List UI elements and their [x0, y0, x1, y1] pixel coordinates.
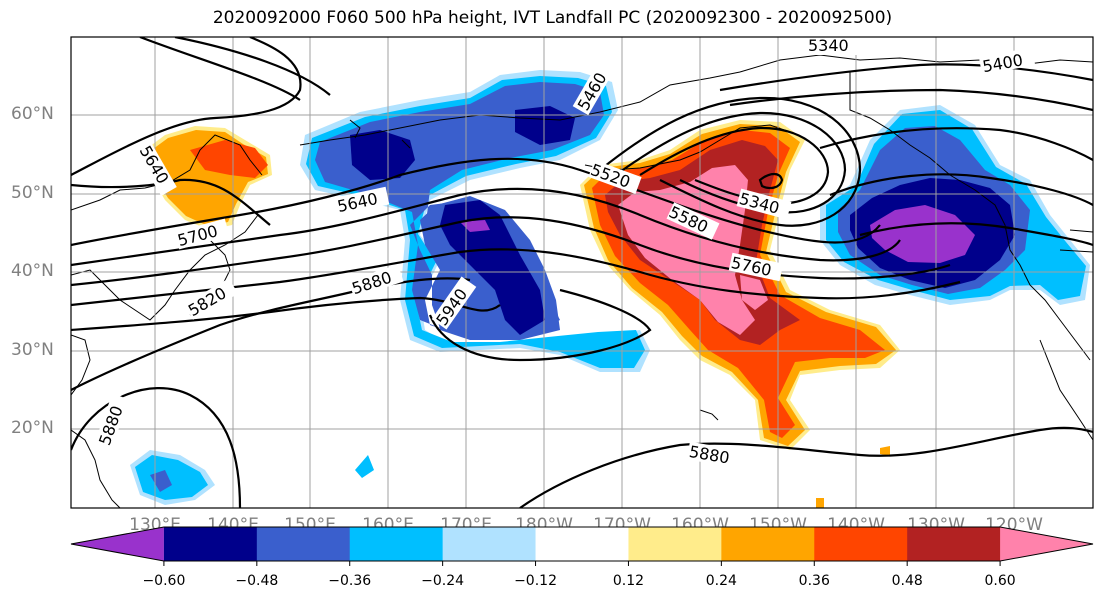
lon-label: 150°W	[749, 515, 807, 535]
lon-label: 160°E	[362, 515, 414, 535]
map-frame	[70, 36, 1094, 509]
lon-label: 160°W	[671, 515, 729, 535]
lon-label: 150°E	[284, 515, 336, 535]
map-title: 2020092000 F060 500 hPa height, IVT Land…	[212, 8, 893, 28]
contour-labels: 5340 5400 5460 5520 5580 5640 5640 5700 …	[94, 36, 1036, 469]
gridlines	[71, 37, 1093, 508]
ivt-negative-shading-east	[820, 105, 1090, 305]
lon-label: 170°W	[593, 515, 651, 535]
ivt-negative-shading-west	[130, 450, 374, 505]
colorbar-tick-label: 0.48	[891, 573, 923, 589]
height-contours	[71, 37, 1093, 508]
lon-label: 120°W	[985, 515, 1043, 535]
colorbar-tick-label: 0.12	[612, 573, 645, 589]
lon-label: 170°E	[440, 515, 492, 535]
lon-label: 140°W	[827, 515, 885, 535]
lon-label: 180°W	[515, 515, 573, 535]
lat-label: 40°N	[11, 261, 54, 281]
colorbar-tick-label: 0.36	[798, 573, 830, 589]
colorbar-tick-label: 0.60	[984, 573, 1016, 589]
lon-label: 130°E	[129, 515, 181, 535]
lat-label: 30°N	[11, 340, 54, 360]
colorbar-tick-label: −0.48	[235, 573, 279, 589]
lat-label: 20°N	[11, 418, 54, 438]
colorbar-tick-label: 0.24	[705, 573, 737, 589]
contour-label: 5340	[808, 36, 849, 55]
lon-label: 140°E	[207, 515, 259, 535]
colorbar-tick-label: −0.36	[328, 573, 372, 589]
ivt-positive-shading-central	[580, 120, 900, 450]
colorbar-tick-label: −0.12	[514, 573, 557, 589]
lat-label: 50°N	[11, 183, 54, 203]
lat-label: 60°N	[11, 104, 54, 124]
colorbar-tick-label: −0.60	[142, 573, 186, 589]
ivt-positive-shading-west	[145, 126, 890, 508]
colorbar-tick-label: −0.24	[421, 573, 465, 589]
lon-label: 130°W	[907, 515, 965, 535]
